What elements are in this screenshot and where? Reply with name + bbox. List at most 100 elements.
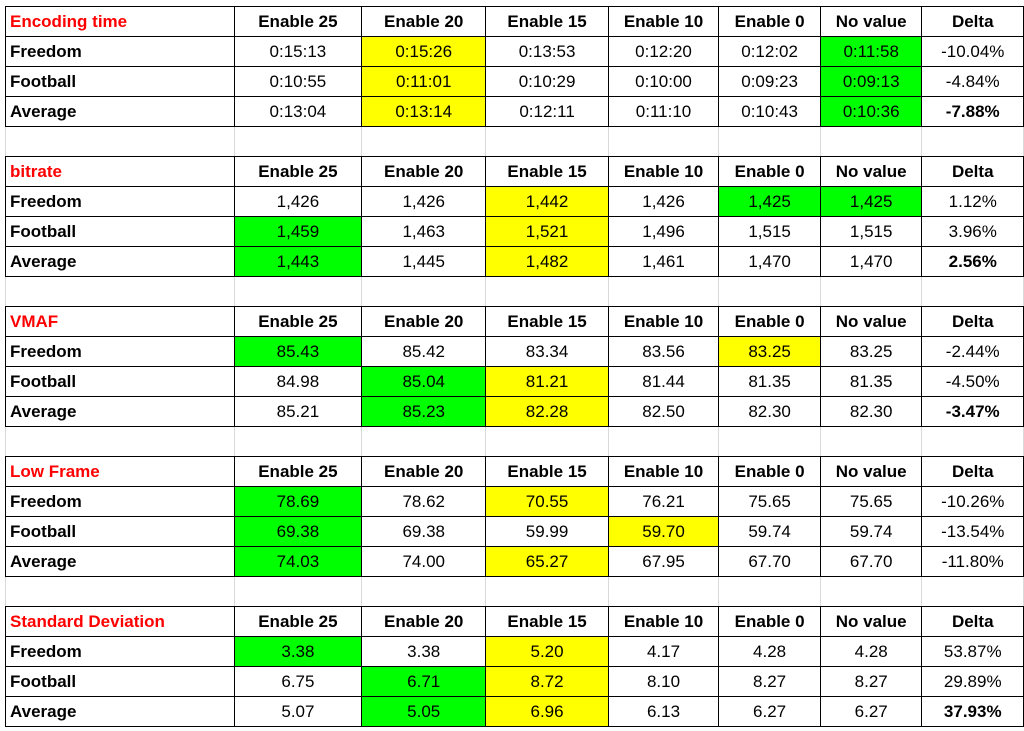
data-cell[interactable]: 85.23: [361, 396, 487, 427]
data-cell[interactable]: 70.55: [485, 486, 609, 517]
empty-cell[interactable]: [819, 276, 923, 307]
data-cell[interactable]: 82.30: [819, 396, 923, 427]
data-cell[interactable]: 1,445: [361, 246, 487, 277]
data-cell[interactable]: 5.07: [233, 696, 363, 727]
row-label[interactable]: Average: [5, 396, 235, 427]
data-cell[interactable]: 1,426: [361, 186, 487, 217]
column-header[interactable]: Enable 20: [361, 156, 487, 187]
data-cell[interactable]: 5.20: [485, 636, 609, 667]
row-label[interactable]: Average: [5, 96, 235, 127]
data-cell[interactable]: 85.43: [233, 336, 363, 367]
data-cell[interactable]: 5.05: [361, 696, 487, 727]
empty-cell[interactable]: [921, 126, 1024, 157]
row-label[interactable]: Freedom: [5, 336, 235, 367]
data-cell[interactable]: 0:11:58: [819, 36, 923, 67]
row-label[interactable]: Freedom: [5, 186, 235, 217]
column-header[interactable]: Enable 0: [718, 156, 821, 187]
empty-cell[interactable]: [921, 276, 1024, 307]
column-header[interactable]: Enable 20: [361, 6, 487, 37]
empty-cell[interactable]: [819, 426, 923, 457]
data-cell[interactable]: 6.27: [819, 696, 923, 727]
column-header[interactable]: Enable 10: [607, 156, 720, 187]
row-label[interactable]: Average: [5, 246, 235, 277]
data-cell[interactable]: 75.65: [718, 486, 821, 517]
data-cell[interactable]: 78.69: [233, 486, 363, 517]
column-header[interactable]: Enable 15: [485, 156, 609, 187]
column-header[interactable]: Enable 25: [233, 156, 363, 187]
column-header[interactable]: No value: [819, 156, 923, 187]
data-cell[interactable]: 81.35: [718, 366, 821, 397]
data-cell[interactable]: 1,521: [485, 216, 609, 247]
column-header[interactable]: No value: [819, 306, 923, 337]
row-label[interactable]: Average: [5, 696, 235, 727]
data-cell[interactable]: 1,425: [718, 186, 821, 217]
data-cell[interactable]: 1,442: [485, 186, 609, 217]
column-header[interactable]: Enable 10: [607, 6, 720, 37]
data-cell[interactable]: 76.21: [607, 486, 720, 517]
data-cell[interactable]: 67.70: [718, 546, 821, 577]
data-cell[interactable]: 85.42: [361, 336, 487, 367]
empty-cell[interactable]: [5, 426, 235, 457]
section-title[interactable]: Low Frame: [5, 456, 235, 487]
column-header[interactable]: Enable 15: [485, 606, 609, 637]
data-cell[interactable]: 1,482: [485, 246, 609, 277]
data-cell[interactable]: 59.99: [485, 516, 609, 547]
data-cell[interactable]: 81.35: [819, 366, 923, 397]
column-header[interactable]: Delta: [921, 306, 1024, 337]
delta-cell[interactable]: -3.47%: [921, 396, 1024, 427]
column-header[interactable]: No value: [819, 606, 923, 637]
column-header[interactable]: Delta: [921, 456, 1024, 487]
data-cell[interactable]: 0:09:13: [819, 66, 923, 97]
column-header[interactable]: Delta: [921, 606, 1024, 637]
row-label[interactable]: Football: [5, 666, 235, 697]
column-header[interactable]: Enable 10: [607, 306, 720, 337]
data-cell[interactable]: 1,425: [819, 186, 923, 217]
section-title[interactable]: Standard Deviation: [5, 606, 235, 637]
data-cell[interactable]: 0:10:43: [718, 96, 821, 127]
column-header[interactable]: Enable 20: [361, 456, 487, 487]
data-cell[interactable]: 6.27: [718, 696, 821, 727]
column-header[interactable]: Delta: [921, 6, 1024, 37]
column-header[interactable]: Enable 0: [718, 456, 821, 487]
data-cell[interactable]: 8.72: [485, 666, 609, 697]
delta-cell[interactable]: -10.04%: [921, 36, 1024, 67]
data-cell[interactable]: 81.21: [485, 366, 609, 397]
empty-cell[interactable]: [607, 426, 720, 457]
data-cell[interactable]: 83.25: [718, 336, 821, 367]
data-cell[interactable]: 0:11:01: [361, 66, 487, 97]
column-header[interactable]: Enable 15: [485, 456, 609, 487]
data-cell[interactable]: 6.75: [233, 666, 363, 697]
delta-cell[interactable]: -4.84%: [921, 66, 1024, 97]
delta-cell[interactable]: -7.88%: [921, 96, 1024, 127]
empty-cell[interactable]: [607, 276, 720, 307]
delta-cell[interactable]: 1.12%: [921, 186, 1024, 217]
row-label[interactable]: Football: [5, 366, 235, 397]
data-cell[interactable]: 1,426: [233, 186, 363, 217]
data-cell[interactable]: 0:12:20: [607, 36, 720, 67]
data-cell[interactable]: 6.96: [485, 696, 609, 727]
data-cell[interactable]: 0:12:11: [485, 96, 609, 127]
column-header[interactable]: Enable 15: [485, 306, 609, 337]
data-cell[interactable]: 83.34: [485, 336, 609, 367]
data-cell[interactable]: 65.27: [485, 546, 609, 577]
data-cell[interactable]: 0:10:55: [233, 66, 363, 97]
delta-cell[interactable]: 37.93%: [921, 696, 1024, 727]
data-cell[interactable]: 82.30: [718, 396, 821, 427]
column-header[interactable]: Enable 20: [361, 306, 487, 337]
data-cell[interactable]: 4.28: [819, 636, 923, 667]
empty-cell[interactable]: [921, 576, 1024, 607]
data-cell[interactable]: 0:12:02: [718, 36, 821, 67]
data-cell[interactable]: 6.71: [361, 666, 487, 697]
data-cell[interactable]: 69.38: [233, 516, 363, 547]
column-header[interactable]: Enable 0: [718, 306, 821, 337]
data-cell[interactable]: 59.70: [607, 516, 720, 547]
section-title[interactable]: bitrate: [5, 156, 235, 187]
delta-cell[interactable]: -4.50%: [921, 366, 1024, 397]
row-label[interactable]: Football: [5, 66, 235, 97]
data-cell[interactable]: 85.21: [233, 396, 363, 427]
data-cell[interactable]: 1,463: [361, 216, 487, 247]
data-cell[interactable]: 59.74: [718, 516, 821, 547]
column-header[interactable]: Enable 15: [485, 6, 609, 37]
data-cell[interactable]: 59.74: [819, 516, 923, 547]
data-cell[interactable]: 83.56: [607, 336, 720, 367]
